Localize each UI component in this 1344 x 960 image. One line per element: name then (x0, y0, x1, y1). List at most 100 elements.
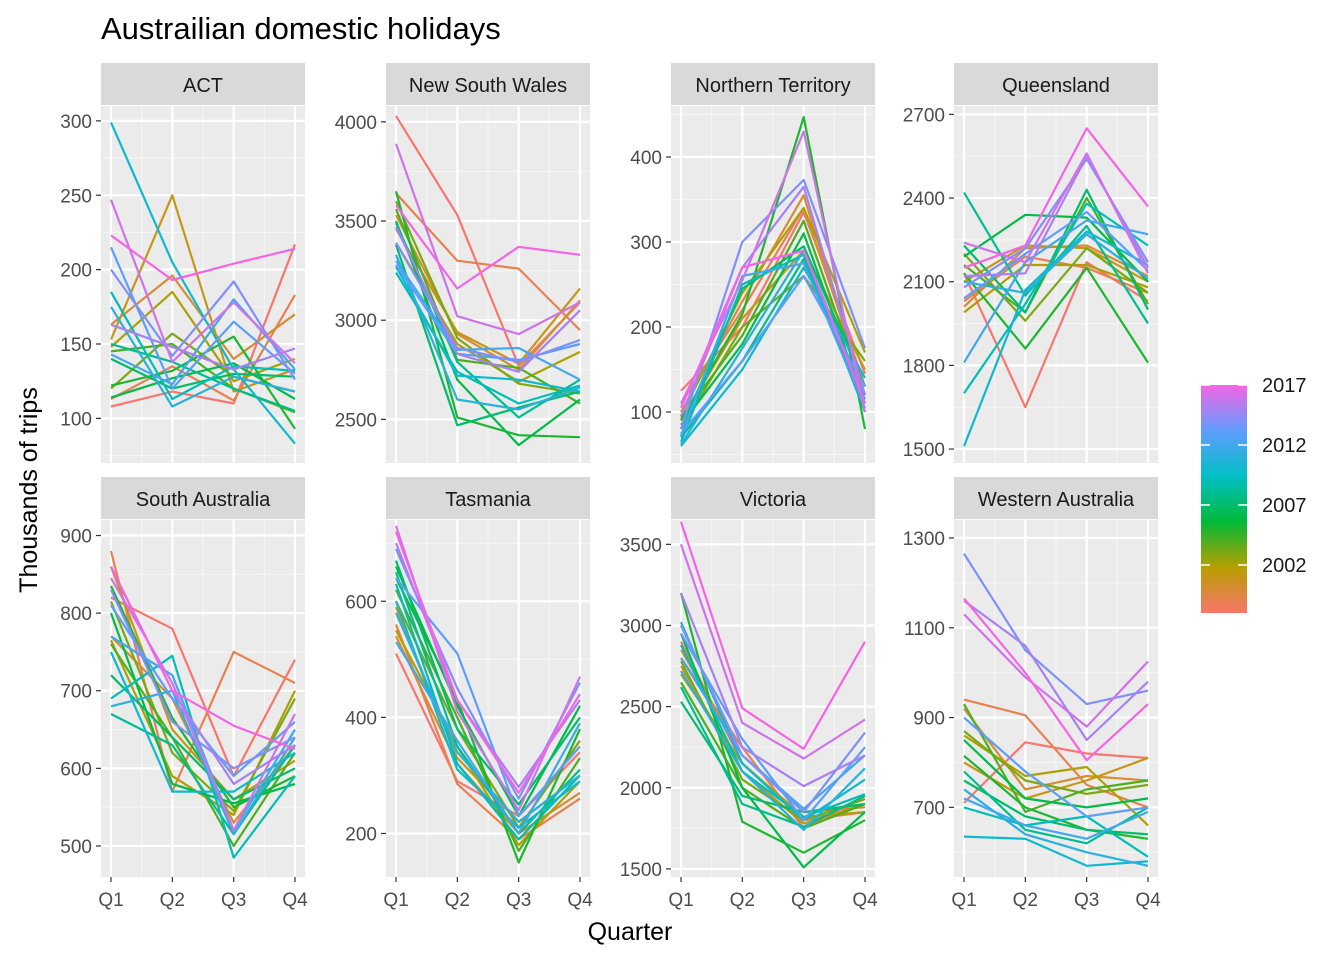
y-tick-label: 200 (60, 261, 92, 282)
y-tick-label: 800 (60, 604, 92, 625)
series-line-2006 (394, 220, 581, 447)
y-tick-label: 600 (60, 759, 92, 780)
y-axis-title: Thousands of trips (15, 387, 43, 593)
y-tick-label: 3500 (335, 212, 377, 233)
series-line-2008 (680, 686, 866, 828)
y-tick-label: 2000 (620, 779, 662, 800)
y-tick-label: 600 (345, 592, 377, 613)
series-line-2011 (110, 306, 296, 408)
y-tick-label: 3000 (620, 616, 662, 637)
series-line-2013 (109, 246, 296, 390)
y-tick-label: 100 (60, 409, 92, 430)
panel-western-australia: Western Australia 700 900 1100 1300 Q1 Q2 Q3 Q4 (903, 477, 1161, 911)
series-line-2010 (963, 835, 1149, 867)
series-line-2017 (394, 531, 581, 794)
y-tick-label: 1300 (903, 529, 945, 550)
y-tick-label: 1500 (620, 860, 662, 881)
y-tick-label: 300 (60, 112, 92, 133)
series-line-2004 (680, 219, 867, 419)
legend: 2017 2012 2007 2002 (1201, 375, 1307, 613)
x-tick-label: Q4 (282, 890, 308, 911)
series-line-2016 (963, 613, 1149, 728)
strip-label: South Australia (136, 489, 271, 511)
y-tick-label: 300 (630, 233, 662, 254)
series-line-2011 (110, 689, 296, 836)
series-line-2011 (680, 670, 866, 832)
series-line-2014 (110, 589, 296, 770)
series-line-2016 (680, 130, 867, 413)
legend-label: 2002 (1262, 555, 1307, 577)
strip-background (101, 477, 305, 519)
x-tick-label: Q4 (567, 890, 593, 911)
panel-queensland: Queensland 1500 1800 2100 2400 2700 (903, 63, 1158, 463)
panel-tasmania: Tasmania 200 400 600 Q1 Q2 Q3 Q4 (345, 477, 593, 911)
y-tick-label: 1100 (904, 619, 945, 640)
series-line-2015 (963, 599, 1149, 742)
series-line-2016 (963, 152, 1149, 274)
y-tick-label: 400 (345, 708, 377, 729)
panels-group: ACT 100 150 200 250 300 New South Wales 2500 300… (60, 63, 1161, 911)
y-tick-label: 150 (60, 335, 92, 356)
series-line-2007 (680, 701, 866, 814)
series-line-2010 (395, 266, 581, 393)
x-tick-label: Q2 (445, 890, 470, 911)
series-line-2007 (963, 779, 1149, 836)
series-line-2010 (962, 230, 1149, 447)
y-tick-label: 900 (913, 709, 945, 730)
y-tick-label: 250 (60, 186, 92, 207)
series-line-2006 (963, 739, 1149, 809)
legend-colorbar (1201, 385, 1247, 613)
strip-background (386, 477, 590, 519)
strip-label: Victoria (740, 489, 807, 511)
x-tick-label: Q4 (852, 890, 878, 911)
series-line-2004 (680, 681, 866, 830)
chart-title: Austrailian domestic holidays (101, 11, 501, 46)
strip-background (671, 63, 875, 105)
x-tick-label: Q3 (791, 890, 816, 911)
series-line-2004 (963, 703, 1149, 814)
series-line-2015 (110, 323, 296, 371)
y-tick-label: 900 (60, 527, 92, 548)
strip-label: Queensland (1002, 75, 1110, 97)
series-line-2012 (679, 262, 867, 437)
series-line-2011 (394, 254, 581, 411)
series-line-2009 (963, 806, 1149, 858)
y-tick-label: 400 (630, 148, 662, 169)
series-line-2013 (680, 274, 866, 435)
series-line-2003 (394, 200, 581, 395)
series-line-2012 (395, 641, 581, 835)
y-tick-label: 2100 (903, 273, 945, 294)
series-line-2017 (963, 597, 1149, 762)
series-line-2013 (680, 633, 866, 822)
x-tick-label: Q1 (383, 890, 408, 911)
panel-new-south-wales: New South Wales 2500 3000 3500 4000 (335, 63, 590, 463)
y-tick-label: 200 (630, 318, 662, 339)
series-line-2009 (394, 583, 581, 841)
series-line-2017 (679, 249, 867, 409)
series-line-2008 (394, 571, 581, 835)
panel-victoria: Victoria 1500 2000 2500 3000 3500 Q1 Q2 Q3 Q4 (620, 477, 878, 911)
series-line-1999 (109, 550, 296, 793)
series-line-2016 (394, 143, 581, 336)
legend-label: 2017 (1262, 375, 1307, 397)
legend-label: 2007 (1262, 495, 1307, 517)
series-line-2013 (963, 716, 1149, 818)
x-tick-label: Q2 (160, 890, 185, 911)
panel-northern-territory: Northern Territory 100 200 300 400 (630, 63, 875, 463)
series-line-2016 (109, 199, 296, 365)
strip-background (954, 63, 1158, 105)
series-line-2014 (963, 553, 1149, 706)
series-line-2010 (109, 121, 296, 445)
strip-label: New South Wales (409, 75, 567, 97)
series-line-2008 (110, 342, 296, 412)
strip-label: Northern Territory (695, 75, 850, 97)
legend-label: 2012 (1262, 435, 1307, 457)
series-line-2000 (963, 707, 1149, 791)
y-tick-label: 3500 (620, 535, 662, 556)
series-line-1998 (110, 243, 297, 408)
series-line-1999 (394, 624, 581, 841)
y-tick-label: 4000 (335, 113, 377, 134)
series-line-2008 (110, 713, 296, 836)
y-tick-label: 2500 (620, 698, 662, 719)
series-line-1998 (963, 741, 1149, 804)
